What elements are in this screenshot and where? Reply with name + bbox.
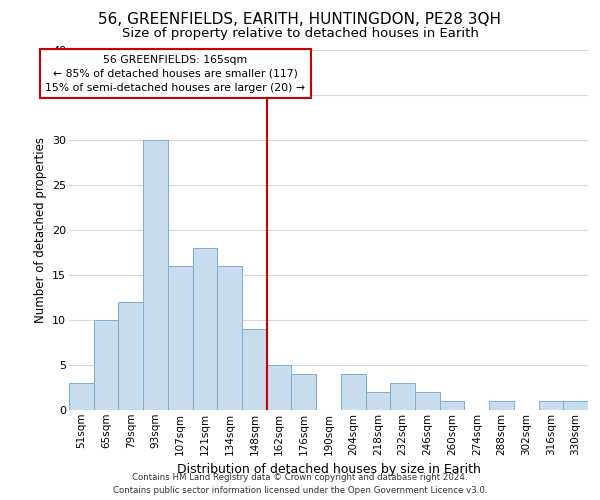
Bar [193,248,217,410]
Text: 56 GREENFIELDS: 165sqm
← 85% of detached houses are smaller (117)
15% of semi-de: 56 GREENFIELDS: 165sqm ← 85% of detached… [45,54,305,92]
Bar [267,365,292,410]
Bar [118,302,143,410]
Bar [539,401,563,410]
Bar [94,320,118,410]
Text: Contains HM Land Registry data © Crown copyright and database right 2024.
Contai: Contains HM Land Registry data © Crown c… [113,473,487,495]
Bar [143,140,168,410]
Bar [168,266,193,410]
Y-axis label: Number of detached properties: Number of detached properties [34,137,47,323]
X-axis label: Distribution of detached houses by size in Earith: Distribution of detached houses by size … [176,463,481,476]
Bar [69,383,94,410]
Bar [365,392,390,410]
Bar [217,266,242,410]
Bar [489,401,514,410]
Bar [563,401,588,410]
Text: Size of property relative to detached houses in Earith: Size of property relative to detached ho… [122,28,478,40]
Bar [242,329,267,410]
Bar [341,374,365,410]
Bar [415,392,440,410]
Bar [390,383,415,410]
Text: 56, GREENFIELDS, EARITH, HUNTINGDON, PE28 3QH: 56, GREENFIELDS, EARITH, HUNTINGDON, PE2… [98,12,502,28]
Bar [440,401,464,410]
Bar [292,374,316,410]
